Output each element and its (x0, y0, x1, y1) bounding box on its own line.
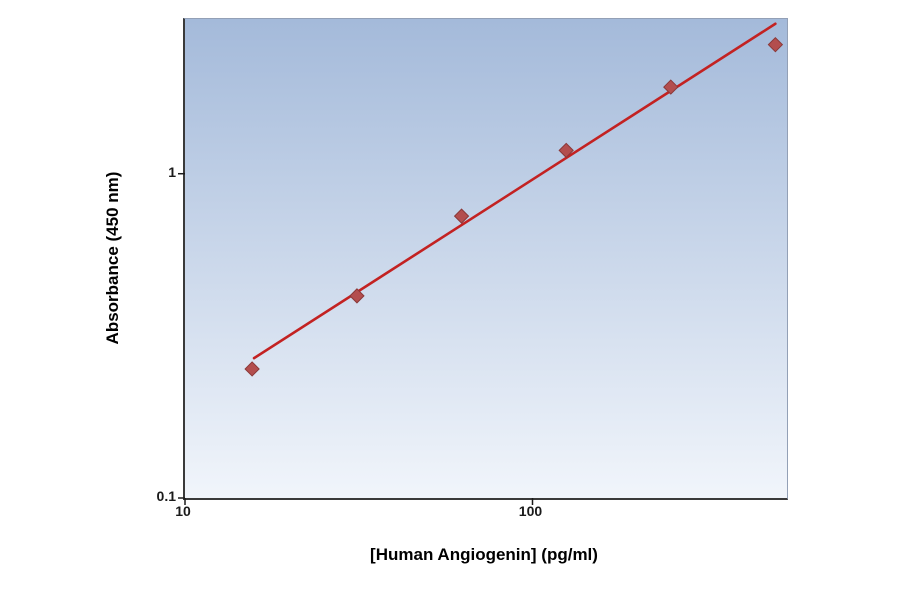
x-axis-title: [Human Angiogenin] (pg/ml) (370, 545, 598, 564)
data-point-marker (453, 208, 470, 224)
data-point-marker (663, 79, 679, 95)
data-point-marker (767, 36, 784, 53)
y-axis-title: Absorbance (450 nm) (103, 171, 122, 345)
y-tick-label: 1 (168, 163, 176, 180)
x-tick-label: 100 (518, 503, 543, 519)
data-point-marker (244, 361, 260, 377)
data-point-marker (349, 288, 365, 304)
y-tick-label: 0.1 (156, 488, 176, 504)
trendline (252, 22, 777, 360)
x-tick-label: 10 (175, 503, 191, 519)
data-point-marker (558, 142, 574, 159)
plot-area (178, 18, 788, 505)
chart-canvas (178, 22, 784, 505)
